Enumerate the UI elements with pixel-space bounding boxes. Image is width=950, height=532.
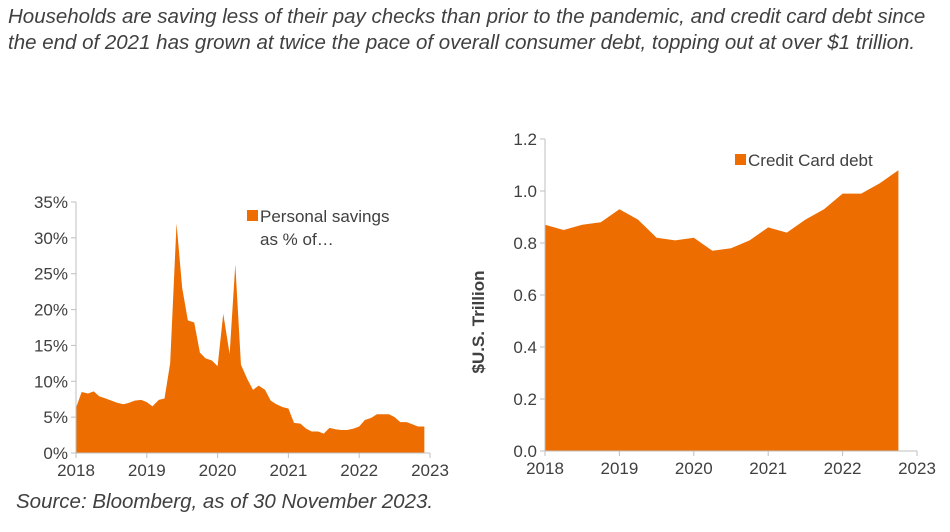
series-area xyxy=(76,223,425,453)
x-tick-label: 2018 xyxy=(526,459,564,478)
y-tick-label: 1.0 xyxy=(513,182,537,201)
x-tick-label: 2023 xyxy=(411,461,449,480)
x-tick-label: 2018 xyxy=(57,461,95,480)
x-tick-label: 2023 xyxy=(898,459,936,478)
y-tick-label: 0.0 xyxy=(513,442,537,461)
y-axis-title: $U.S. Trillion xyxy=(469,271,488,374)
legend-swatch xyxy=(247,210,258,221)
x-tick-label: 2022 xyxy=(824,459,862,478)
y-tick-label: 0% xyxy=(43,444,68,463)
y-tick-label: 0.6 xyxy=(513,286,537,305)
source-note: Source: Bloomberg, as of 30 November 202… xyxy=(16,490,434,513)
x-tick-label: 2020 xyxy=(675,459,713,478)
y-tick-label: 35% xyxy=(34,193,68,212)
legend-swatch xyxy=(735,154,746,165)
savings-chart: 0% 5% 10% 15% 20% 25% 30% 35% 2018 2019 2020 2021 20… xyxy=(34,193,449,480)
y-tick-label: 10% xyxy=(34,372,68,391)
credit-card-chart: 0.0 0.2 0.4 0.6 0.8 1.0 1.2 2018 2019 2020 2021 202… xyxy=(469,130,936,478)
y-tick-label: 15% xyxy=(34,336,68,355)
x-tick-label: 2021 xyxy=(749,459,787,478)
y-tick-label: 25% xyxy=(34,265,68,284)
x-tick-label: 2021 xyxy=(269,461,307,480)
headline: Households are saving less of their pay … xyxy=(8,5,926,54)
y-tick-label: 20% xyxy=(34,301,68,320)
legend-label: as % of… xyxy=(260,230,334,249)
x-tick-label: 2020 xyxy=(199,461,237,480)
legend-label: Credit Card debt xyxy=(748,151,873,170)
y-tick-label: 1.2 xyxy=(513,130,537,149)
legend-label: Personal savings xyxy=(260,207,389,226)
x-tick-label: 2019 xyxy=(128,461,166,480)
y-tick-label: 5% xyxy=(43,408,68,427)
y-tick-label: 0.2 xyxy=(513,390,537,409)
y-tick-label: 30% xyxy=(34,229,68,248)
x-tick-label: 2019 xyxy=(600,459,638,478)
series-area xyxy=(545,170,899,451)
y-tick-label: 0.8 xyxy=(513,234,537,253)
x-tick-label: 2022 xyxy=(340,461,378,480)
y-tick-label: 0.4 xyxy=(513,338,537,357)
